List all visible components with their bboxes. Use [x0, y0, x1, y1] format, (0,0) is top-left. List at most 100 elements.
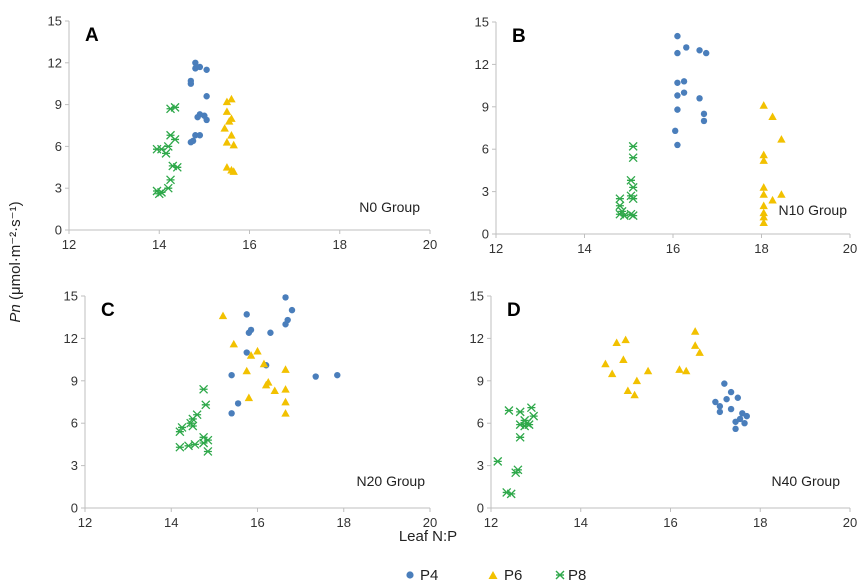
point-p6-c	[246, 351, 256, 359]
point-p4-d	[712, 398, 719, 406]
point-p4-d	[723, 395, 730, 403]
point-p6-c	[264, 378, 273, 386]
point-p4-a	[187, 80, 195, 87]
x-tick-label-c: 14	[164, 515, 178, 530]
point-p8-a	[163, 141, 173, 151]
point-p4-c	[288, 306, 296, 314]
point-p4-b	[680, 78, 688, 85]
y-tick-label-b: 9	[482, 99, 489, 114]
y-tick-label-b: 6	[482, 142, 489, 157]
legend-label-p6: P6	[504, 567, 522, 584]
point-p4-d	[741, 420, 748, 427]
point-p6-a	[224, 117, 234, 125]
point-p6-c	[242, 366, 251, 375]
point-p6-d	[682, 366, 691, 375]
point-p4-a	[203, 93, 210, 100]
x-tick-label-b: 18	[754, 241, 768, 256]
x-tick-label-d: 20	[843, 515, 857, 530]
point-p4-b	[674, 49, 681, 57]
point-p4-c	[334, 371, 341, 379]
y-tick-label-b: 12	[475, 57, 489, 72]
x-tick-label-c: 16	[250, 515, 264, 530]
y-axis-title: Pn (μmol·m⁻²·s⁻¹)	[7, 201, 24, 322]
legend-label-p4: P4	[420, 567, 438, 584]
y-tick-label-c: 3	[71, 458, 78, 473]
y-tick-label-d: 6	[477, 416, 484, 431]
point-p4-c	[228, 371, 235, 379]
point-p6-b	[768, 112, 777, 121]
point-p8-b	[628, 211, 638, 221]
point-p6-c	[259, 359, 269, 368]
panels-layer: 0 3 6 9 12 15 12 14 16 18 20 A N0 Group 0 3 6 9 12 15 12 14 1…	[48, 14, 858, 531]
point-p6-a	[220, 124, 229, 132]
point-p6-d	[619, 355, 628, 363]
point-p8-b	[628, 141, 638, 151]
point-p6-a	[227, 131, 236, 139]
point-p8-d	[504, 406, 514, 415]
point-p6-a	[222, 138, 232, 146]
y-tick-label-d: 12	[470, 331, 484, 346]
x-tick-label-d: 14	[574, 515, 588, 530]
legend-item-p4: P4	[406, 567, 438, 584]
point-p6-d	[632, 376, 642, 385]
point-p4-c	[228, 410, 235, 417]
point-p4-a	[196, 63, 204, 71]
point-p8-a	[170, 102, 180, 112]
y-tick-label-a: 15	[48, 14, 62, 29]
point-p4-b	[696, 47, 703, 54]
point-p4-d	[727, 405, 735, 413]
point-p4-b	[680, 89, 688, 96]
point-p6-d	[690, 327, 700, 335]
x-tick-label-a: 20	[423, 237, 437, 252]
point-p4-a	[196, 132, 204, 139]
point-p8-b	[626, 175, 636, 185]
legend-marker-p6	[488, 571, 498, 579]
y-tick-label-c: 9	[71, 373, 78, 388]
point-p4-a	[192, 59, 199, 66]
point-p8-c	[184, 441, 193, 451]
point-p8-d	[506, 489, 516, 499]
group-label-a: N0 Group	[359, 199, 420, 215]
point-p8-b	[619, 211, 629, 221]
point-p8-c	[175, 427, 185, 437]
y-axis-title-rest: (μmol·m⁻²·s⁻¹)	[7, 201, 24, 304]
legend-item-p6: P6	[488, 567, 522, 584]
point-p4-b	[674, 106, 681, 113]
point-p8-d	[493, 456, 503, 466]
panel-letter-d: D	[507, 300, 521, 321]
point-p4-d	[732, 425, 739, 433]
panel-letter-a: A	[85, 25, 99, 46]
point-p8-d	[515, 407, 525, 417]
point-p4-d	[721, 380, 728, 387]
point-p4-b	[700, 110, 708, 118]
y-tick-label-a: 0	[55, 223, 62, 238]
legend-marker-p8	[555, 570, 565, 580]
panel-d: 0 3 6 9 12 15 12 14 16 18 20 D N40 Group	[470, 289, 858, 531]
y-tick-label-c: 15	[64, 289, 78, 304]
point-p4-c	[282, 321, 289, 328]
point-p6-a	[222, 163, 232, 171]
y-tick-label-d: 3	[477, 458, 484, 473]
point-p8-b	[628, 194, 638, 204]
point-p6-b	[759, 208, 768, 217]
point-p8-d	[524, 420, 534, 430]
point-p8-a	[170, 134, 180, 144]
y-tick-label-b: 15	[475, 15, 489, 30]
point-p6-b	[759, 156, 768, 164]
point-p6-d	[621, 335, 630, 344]
x-tick-label-d: 12	[484, 515, 498, 530]
legend-label-p8: P8	[568, 567, 586, 584]
point-p6-b	[759, 150, 768, 159]
y-tick-label-a: 6	[55, 139, 62, 154]
point-p4-b	[674, 79, 681, 86]
x-tick-label-b: 12	[489, 241, 503, 256]
legend-item-p8: P8	[555, 567, 586, 584]
point-p6-c	[281, 365, 290, 373]
point-p6-c	[253, 346, 262, 355]
point-p4-a	[203, 66, 210, 73]
point-p6-a	[222, 107, 232, 115]
x-tick-label-a: 14	[152, 237, 166, 252]
point-p8-c	[201, 400, 211, 410]
point-p4-c	[282, 294, 289, 301]
x-tick-label-b: 20	[843, 241, 857, 256]
